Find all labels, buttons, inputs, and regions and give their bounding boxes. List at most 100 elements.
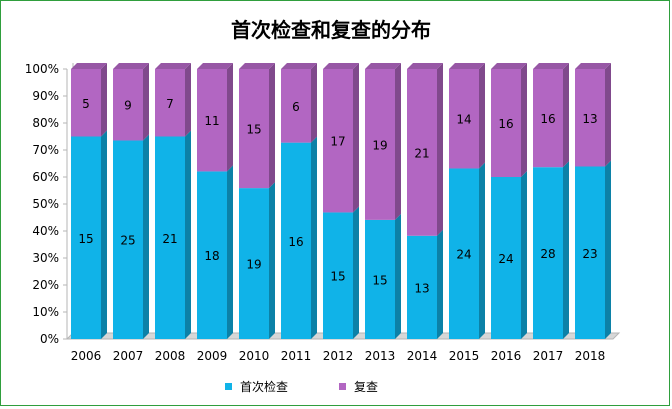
- bar-side-face: [563, 161, 569, 339]
- bar-side-face: [353, 63, 359, 213]
- data-label: 21: [162, 232, 177, 246]
- bar-top-face: [533, 63, 569, 69]
- bar-top-face: [575, 63, 611, 69]
- bar-2013-recheck: [365, 63, 401, 220]
- bar-top-face: [197, 63, 233, 69]
- bar-top-face: [155, 63, 191, 69]
- x-tick-label: 2014: [407, 349, 438, 363]
- bar-side-face: [437, 63, 443, 236]
- bar-top-face: [407, 63, 443, 69]
- bar-2009-recheck: [197, 63, 233, 172]
- bar-2007-first-check: [113, 134, 149, 339]
- data-label: 15: [372, 273, 387, 287]
- x-tick-label: 2015: [449, 349, 480, 363]
- data-label: 16: [498, 117, 513, 131]
- bar-2015-recheck: [449, 63, 485, 169]
- data-label: 25: [120, 234, 135, 248]
- bar-side-face: [227, 63, 233, 172]
- legend: 首次检查 复查: [225, 379, 378, 394]
- data-label: 9: [124, 99, 132, 113]
- bar-side-face: [521, 171, 527, 339]
- bar-2016-recheck: [491, 63, 527, 177]
- data-label: 21: [414, 146, 429, 160]
- data-labels: 15 5 25 9 21 7 18 11 19 15 16 6 15 17 15 19 13 21 24 14 24 16…: [78, 97, 597, 296]
- y-tick-label: 80%: [32, 116, 59, 130]
- legend-label: 复查: [354, 380, 378, 394]
- x-tick-label: 2006: [71, 349, 102, 363]
- y-tick-label: 70%: [32, 143, 59, 157]
- data-label: 13: [582, 112, 597, 126]
- bar-side-face: [101, 63, 107, 137]
- bar-side-face: [395, 213, 401, 339]
- bar-side-face: [269, 63, 275, 189]
- bar-side-face: [185, 130, 191, 339]
- data-label: 11: [204, 114, 219, 128]
- bar-2017-recheck: [533, 63, 569, 168]
- bar-side-face: [311, 63, 317, 143]
- bar-side-face: [605, 63, 611, 167]
- bar-front-face: [365, 219, 395, 339]
- bar-side-face: [101, 130, 107, 339]
- y-tick-label: 20%: [32, 278, 59, 292]
- bar-side-face: [437, 229, 443, 339]
- data-label: 6: [292, 100, 300, 114]
- data-label: 23: [582, 247, 597, 261]
- y-tick-label: 50%: [32, 197, 59, 211]
- data-label: 28: [540, 247, 555, 261]
- bar-top-face: [491, 63, 527, 69]
- bar-front-face: [323, 212, 353, 339]
- bar-2012-first-check: [323, 206, 359, 339]
- legend-swatch: [339, 383, 346, 390]
- bar-side-face: [353, 206, 359, 339]
- y-tick-label: 10%: [32, 305, 59, 319]
- bar-top-face: [281, 63, 317, 69]
- bar-front-face: [533, 69, 563, 168]
- y-tick-label: 40%: [32, 224, 59, 238]
- x-tick-label: 2012: [323, 349, 354, 363]
- x-tick-label: 2010: [239, 349, 270, 363]
- bar-side-face: [605, 160, 611, 339]
- bar-front-face: [155, 136, 185, 339]
- x-tick-label: 2009: [197, 349, 228, 363]
- bar-top-face: [449, 63, 485, 69]
- data-label: 5: [82, 97, 90, 111]
- x-tick-label: 2018: [575, 349, 606, 363]
- chart-title: 首次检查和复查的分布: [231, 18, 431, 42]
- bar-front-face: [71, 69, 101, 137]
- bar-side-face: [143, 63, 149, 141]
- y-tick-label: 30%: [32, 251, 59, 265]
- data-label: 17: [330, 135, 345, 149]
- data-label: 19: [246, 258, 261, 272]
- bar-top-face: [113, 63, 149, 69]
- bar-front-face: [449, 168, 479, 339]
- bar-2014-first-check: [407, 229, 443, 339]
- bar-side-face: [311, 136, 317, 339]
- bar-2014-recheck: [407, 63, 443, 236]
- x-tick-label: 2011: [281, 349, 312, 363]
- legend-label: 首次检查: [240, 379, 288, 394]
- bar-front-face: [491, 177, 521, 339]
- data-label: 24: [456, 248, 471, 262]
- data-label: 16: [288, 235, 303, 249]
- bar-side-face: [521, 63, 527, 177]
- bar-2018-recheck: [575, 63, 611, 167]
- bar-front-face: [155, 69, 185, 137]
- bar-front-face: [281, 69, 311, 143]
- x-tick-label: 2016: [491, 349, 522, 363]
- bar-2008-first-check: [155, 130, 191, 339]
- x-tick-label: 2017: [533, 349, 564, 363]
- bar-top-face: [239, 63, 275, 69]
- bar-front-face: [533, 167, 563, 339]
- bar-front-face: [113, 69, 143, 141]
- x-tick-label: 2008: [155, 349, 186, 363]
- bar-2013-first-check: [365, 213, 401, 339]
- legend-item-recheck: 复查: [339, 380, 378, 394]
- bar-2008-recheck: [155, 63, 191, 137]
- bar-side-face: [143, 134, 149, 339]
- bar-front-face: [323, 69, 353, 213]
- y-tick-label: 90%: [32, 89, 59, 103]
- bar-top-face: [323, 63, 359, 69]
- data-label: 15: [78, 232, 93, 246]
- bar-front-face: [365, 69, 395, 220]
- bar-front-face: [71, 136, 101, 339]
